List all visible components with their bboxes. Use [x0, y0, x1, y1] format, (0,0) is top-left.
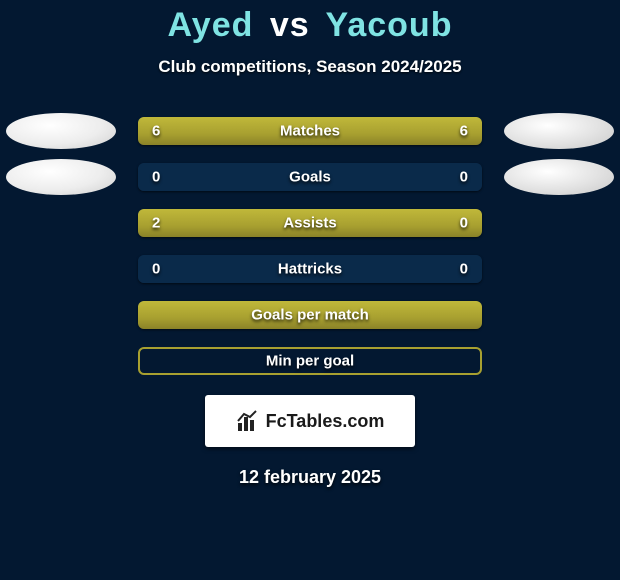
- comparison-infographic: Ayed vs Yacoub Club competitions, Season…: [0, 0, 620, 580]
- stat-label: Assists: [283, 215, 336, 232]
- stat-row: 2 0 Assists: [0, 209, 620, 237]
- stat-label: Hattricks: [278, 261, 342, 278]
- stats-block: 6 6 Matches 0 0 Goals 2 0 Assists 0 0 Hattricks Goal…: [0, 117, 620, 375]
- stat-label: Goals: [289, 169, 331, 186]
- stat-label: Min per goal: [266, 353, 354, 370]
- stat-label: Goals per match: [251, 307, 369, 324]
- stat-value-right: 6: [460, 123, 468, 140]
- brand-badge: FcTables.com: [205, 395, 415, 447]
- chart-bars-icon: [236, 409, 260, 433]
- footer-date: 12 february 2025: [0, 467, 620, 488]
- stat-bar: Min per goal: [138, 347, 482, 375]
- brand-text: FcTables.com: [266, 411, 385, 432]
- bar-left-fill: [138, 209, 399, 237]
- stat-row: Min per goal: [0, 347, 620, 375]
- stat-bar: 0 0 Hattricks: [138, 255, 482, 283]
- player2-orb: [504, 159, 614, 195]
- stat-label: Matches: [280, 123, 340, 140]
- player1-orb: [6, 159, 116, 195]
- player1-name: Ayed: [168, 6, 254, 44]
- stat-value-left: 6: [152, 123, 160, 140]
- stat-bar: 6 6 Matches: [138, 117, 482, 145]
- stat-value-right: 0: [460, 261, 468, 278]
- stat-bar: 0 0 Goals: [138, 163, 482, 191]
- page-title: Ayed vs Yacoub: [0, 6, 620, 45]
- stat-bar: Goals per match: [138, 301, 482, 329]
- bar-right-fill: [399, 209, 482, 237]
- stat-row: 6 6 Matches: [0, 117, 620, 145]
- stat-row: 0 0 Hattricks: [0, 255, 620, 283]
- subtitle: Club competitions, Season 2024/2025: [0, 57, 620, 77]
- stat-value-left: 0: [152, 261, 160, 278]
- stat-row: Goals per match: [0, 301, 620, 329]
- stat-value-left: 2: [152, 215, 160, 232]
- stat-value-right: 0: [460, 215, 468, 232]
- stat-value-left: 0: [152, 169, 160, 186]
- player2-name: Yacoub: [326, 6, 453, 44]
- player2-orb: [504, 113, 614, 149]
- vs-label: vs: [270, 6, 310, 44]
- stat-row: 0 0 Goals: [0, 163, 620, 191]
- stat-bar: 2 0 Assists: [138, 209, 482, 237]
- stat-value-right: 0: [460, 169, 468, 186]
- player1-orb: [6, 113, 116, 149]
